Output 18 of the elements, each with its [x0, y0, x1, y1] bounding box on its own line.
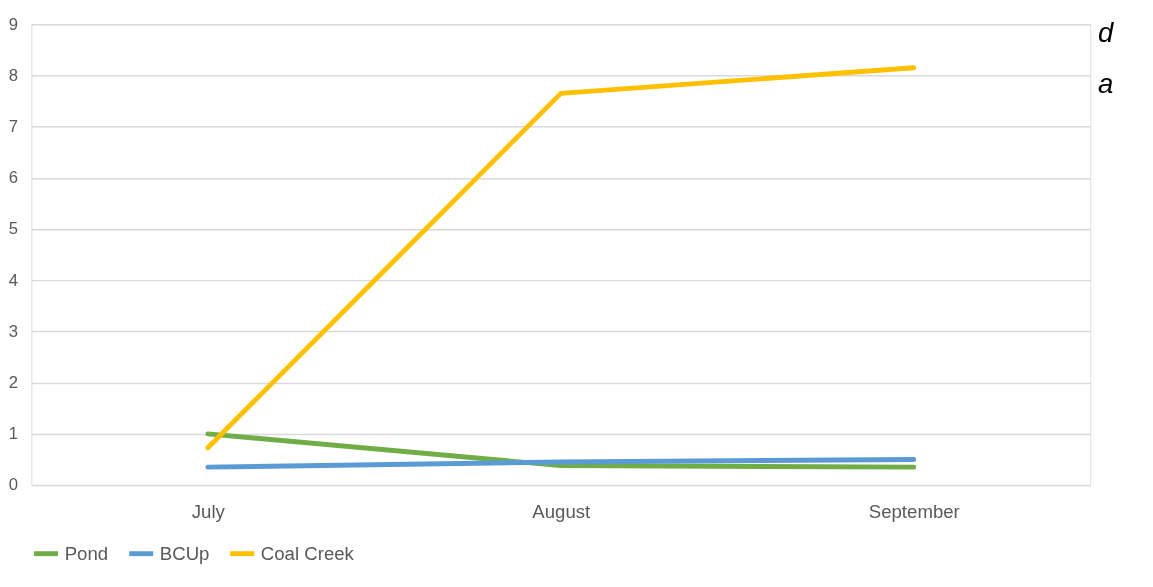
- x-tick-label: September: [868, 500, 960, 522]
- text: d: [1098, 16, 1115, 48]
- y-tick-label: 6: [8, 168, 19, 188]
- y-tick-label: 1: [8, 424, 19, 444]
- y-tick-label: 9: [8, 14, 19, 34]
- legend-label: Pond: [64, 542, 109, 564]
- y-tick-label: 4: [8, 270, 19, 290]
- y-tick-label: 2: [8, 373, 19, 393]
- y-tick-label: 5: [8, 219, 19, 239]
- legend-label: BCUp: [159, 542, 210, 564]
- x-tick-label: August: [532, 500, 592, 522]
- y-tick-label: 8: [8, 65, 19, 85]
- y-tick-label: 3: [8, 321, 19, 341]
- x-tick-label: July: [191, 500, 226, 522]
- text: a: [1098, 67, 1114, 99]
- y-tick-label: 7: [8, 117, 19, 137]
- legend-label: Coal Creek: [260, 542, 355, 564]
- y-tick-label: 0: [8, 475, 19, 495]
